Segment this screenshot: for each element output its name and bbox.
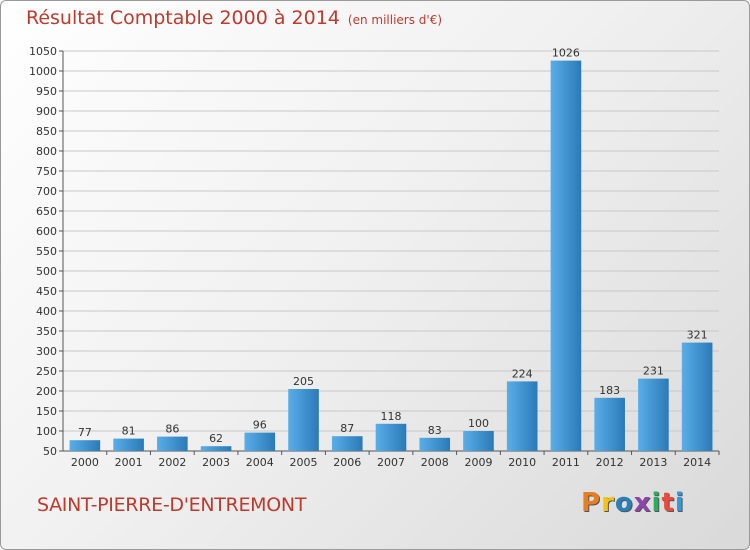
bar <box>69 440 101 451</box>
data-label: 118 <box>381 410 402 423</box>
data-label: 183 <box>599 384 620 397</box>
y-tick-label: 400 <box>36 305 57 318</box>
y-tick-label: 200 <box>36 385 57 398</box>
logo-letter: P <box>581 488 602 518</box>
x-tick-label: 2004 <box>246 456 274 469</box>
proxiti-logo: Proxiti <box>581 488 685 518</box>
place-name: SAINT-PIERRE-D'ENTREMONT <box>37 494 307 516</box>
logo-letter: r <box>601 488 615 518</box>
data-label: 1026 <box>552 47 580 60</box>
y-tick-label: 250 <box>36 365 57 378</box>
data-label: 224 <box>512 367 533 380</box>
data-label: 62 <box>209 432 223 445</box>
chart-title-text: Résultat Comptable 2000 à 2014 <box>26 7 340 29</box>
data-label: 96 <box>253 419 267 432</box>
x-tick-label: 2014 <box>683 456 711 469</box>
bar <box>331 436 363 451</box>
chart-title: Résultat Comptable 2000 à 2014 (en millie… <box>26 7 442 29</box>
y-tick-label: 600 <box>36 225 57 238</box>
y-tick-label: 350 <box>36 325 57 338</box>
bar <box>681 342 713 451</box>
bar <box>594 397 625 451</box>
bar <box>419 437 451 451</box>
bar <box>463 431 494 451</box>
y-tick-label: 650 <box>36 205 57 218</box>
data-label: 321 <box>687 329 708 342</box>
y-tick-label: 150 <box>36 405 57 418</box>
y-tick-label: 50 <box>43 445 57 458</box>
x-tick-label: 2000 <box>71 456 99 469</box>
data-label: 205 <box>293 375 314 388</box>
x-tick-label: 2013 <box>639 456 667 469</box>
bar <box>157 436 188 451</box>
y-tick-label: 750 <box>36 165 57 178</box>
x-tick-label: 2008 <box>421 456 449 469</box>
x-tick-label: 2002 <box>158 456 186 469</box>
y-tick-label: 850 <box>36 125 57 138</box>
bar <box>506 381 538 451</box>
bar <box>200 446 232 451</box>
x-tick-label: 2001 <box>115 456 143 469</box>
y-tick-label: 1000 <box>29 65 57 78</box>
data-label: 231 <box>643 365 664 378</box>
x-tick-label: 2005 <box>290 456 318 469</box>
y-tick-label: 1050 <box>29 45 57 58</box>
y-tick-label: 700 <box>36 185 57 198</box>
y-tick-label: 900 <box>36 105 57 118</box>
bar <box>375 423 407 451</box>
x-tick-label: 2007 <box>377 456 405 469</box>
chart-subtitle: (en milliers d'€) <box>347 13 443 27</box>
logo-letter: o <box>614 488 634 518</box>
bar <box>550 60 582 451</box>
logo-letter: x <box>633 488 652 518</box>
bar <box>244 432 276 451</box>
data-label: 77 <box>78 426 92 439</box>
y-tick-label: 100 <box>36 425 57 438</box>
x-tick-label: 2011 <box>552 456 580 469</box>
logo-letter: i <box>651 488 662 518</box>
data-label: 100 <box>468 417 489 430</box>
y-tick-label: 950 <box>36 85 57 98</box>
y-tick-label: 550 <box>36 245 57 258</box>
logo-letter: i <box>674 488 685 518</box>
x-tick-label: 2006 <box>333 456 361 469</box>
x-tick-label: 2003 <box>202 456 230 469</box>
data-label: 83 <box>428 424 442 437</box>
x-tick-label: 2010 <box>508 456 536 469</box>
logo-letter: t <box>661 488 675 518</box>
y-tick-label: 500 <box>36 265 57 278</box>
data-label: 86 <box>165 423 179 436</box>
x-tick-label: 2012 <box>596 456 624 469</box>
y-tick-label: 800 <box>36 145 57 158</box>
bar <box>288 389 319 451</box>
y-tick-label: 300 <box>36 345 57 358</box>
data-label: 81 <box>122 425 136 438</box>
bar <box>113 438 144 451</box>
bar <box>638 378 669 451</box>
y-tick-label: 450 <box>36 285 57 298</box>
data-label: 87 <box>340 422 354 435</box>
x-tick-label: 2009 <box>464 456 492 469</box>
